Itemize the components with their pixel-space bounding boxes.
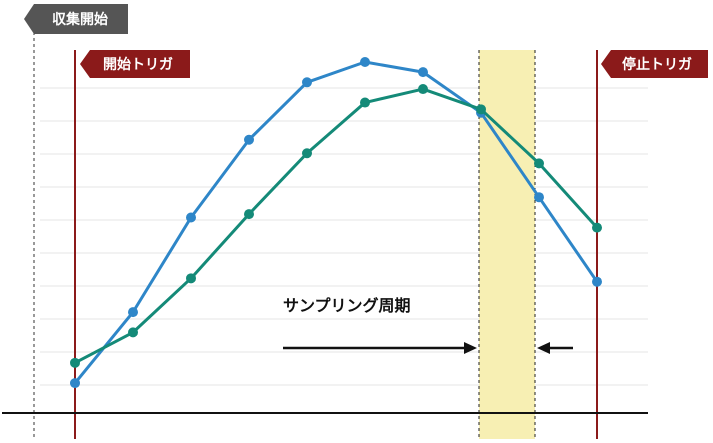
- start-trigger-tag: 開始トリガ: [80, 50, 190, 78]
- series-1-point-7: [418, 67, 428, 78]
- series-line-2: [74, 87, 599, 365]
- series-1-point-1: [70, 378, 80, 389]
- series-1-point-4: [244, 134, 254, 145]
- sampling-band: [479, 50, 535, 439]
- sampling-arrow-right-head: [537, 342, 550, 354]
- grid-lines: [40, 87, 648, 386]
- series-1-point-5: [302, 77, 312, 88]
- stop-trigger-tag-shape: [601, 50, 708, 78]
- sampling-arrow-left-head: [464, 342, 477, 354]
- series-2-point-6: [360, 97, 370, 108]
- series-2-point-5: [302, 148, 312, 159]
- series-2-point-10: [592, 222, 602, 233]
- series-layer: [70, 57, 602, 389]
- series-2-point-2: [128, 327, 138, 338]
- series-1-point-6: [360, 57, 370, 67]
- series-line-1: [73, 60, 599, 385]
- series-2-point-7: [418, 84, 428, 95]
- stop-trigger-tag: 停止トリガ: [601, 50, 708, 78]
- series-1-point-10: [592, 276, 602, 287]
- series-1-point-3: [186, 212, 196, 223]
- series-2-point-3: [186, 273, 196, 284]
- series-2-point-9: [534, 158, 544, 169]
- series-2-point-4: [244, 209, 254, 220]
- series-1-point-9: [534, 192, 544, 203]
- start-trigger-label: 開始トリガ: [103, 56, 173, 73]
- series-2-point-8: [476, 104, 486, 115]
- series-2-point-1: [70, 357, 80, 368]
- collect-start-label: 収集開始: [52, 11, 108, 28]
- sampling-arrow-left: [283, 342, 477, 354]
- series-1-point-2: [128, 307, 138, 318]
- sampling-period-label: サンプリング周期: [283, 296, 411, 315]
- collect-start-tag-shape: [24, 4, 128, 34]
- collect-start-tag: 収集開始: [24, 4, 128, 34]
- start-trigger-tag-shape: [80, 50, 190, 78]
- sampling-arrow-right: [537, 342, 573, 354]
- stop-trigger-label: 停止トリガ: [622, 56, 692, 73]
